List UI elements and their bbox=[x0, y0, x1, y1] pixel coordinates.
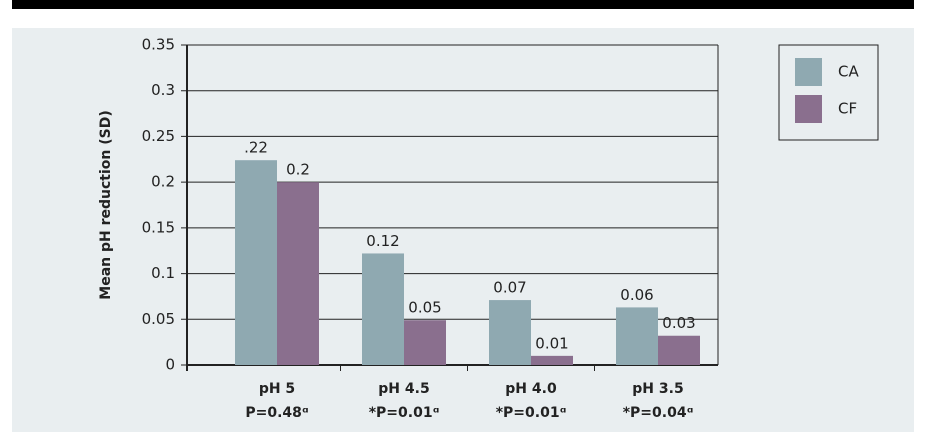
y-tick-label: 0.15 bbox=[142, 218, 175, 236]
top-rule bbox=[12, 0, 914, 9]
legend-label: CA bbox=[838, 63, 859, 81]
legend-label: CF bbox=[838, 100, 857, 118]
bar bbox=[616, 307, 658, 365]
bar bbox=[404, 320, 446, 365]
value-label: .22 bbox=[244, 139, 268, 157]
y-tick-label: 0.3 bbox=[151, 81, 175, 99]
x-tick-label: pH 5 bbox=[259, 381, 295, 397]
value-label: 0.07 bbox=[493, 279, 526, 297]
value-label: 0.01 bbox=[535, 334, 568, 352]
x-tick-label: pH 3.5 bbox=[632, 381, 683, 397]
bar bbox=[235, 160, 277, 365]
legend-swatch bbox=[795, 58, 822, 86]
x-tick-note: *P=0.01ᵅ bbox=[496, 405, 567, 421]
x-tick-label: pH 4.5 bbox=[378, 381, 429, 397]
bar bbox=[277, 182, 319, 365]
bar bbox=[362, 253, 404, 365]
bar bbox=[658, 335, 700, 365]
x-tick-note: *P=0.04ᵅ bbox=[623, 405, 694, 421]
value-label: 0.05 bbox=[408, 299, 441, 317]
legend-swatch bbox=[795, 95, 822, 123]
bar bbox=[531, 355, 573, 365]
y-tick-label: 0.2 bbox=[151, 173, 175, 191]
y-tick-label: 0 bbox=[165, 356, 175, 374]
value-label: 0.12 bbox=[366, 232, 399, 250]
value-label: 0.2 bbox=[286, 161, 310, 179]
x-tick-label: pH 4.0 bbox=[505, 381, 557, 397]
y-tick-label: 0.05 bbox=[142, 310, 175, 328]
bar bbox=[489, 300, 531, 365]
value-label: 0.03 bbox=[662, 314, 695, 332]
legend-box bbox=[778, 44, 879, 141]
y-tick-label: 0.35 bbox=[142, 36, 175, 54]
y-axis-label: Mean pH reduction (SD) bbox=[98, 110, 114, 299]
x-tick-note: P=0.48ᵅ bbox=[245, 405, 308, 421]
x-tick-note: *P=0.01ᵅ bbox=[369, 405, 440, 421]
y-tick-label: 0.25 bbox=[142, 127, 175, 145]
y-tick-label: 0.1 bbox=[151, 264, 175, 282]
value-label: 0.06 bbox=[620, 286, 653, 304]
